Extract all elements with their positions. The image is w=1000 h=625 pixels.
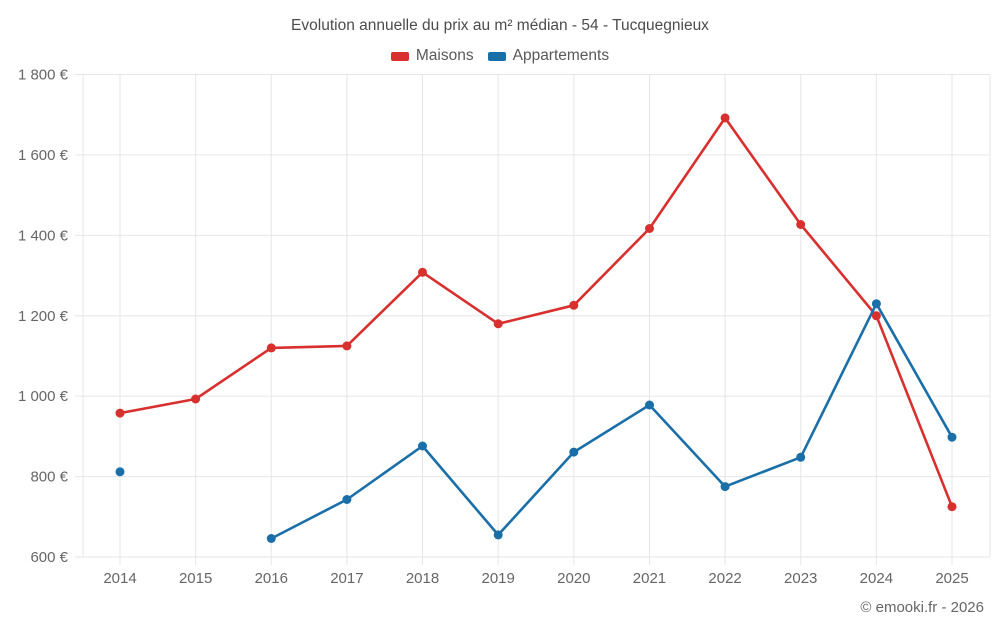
y-axis-tick-label: 1 000 € bbox=[18, 388, 69, 405]
chart-legend: Maisons Appartements bbox=[0, 47, 1000, 65]
legend-label-maisons: Maisons bbox=[415, 47, 474, 64]
appartements-data-point[interactable] bbox=[871, 299, 881, 309]
y-axis-tick-label: 1 400 € bbox=[18, 227, 69, 244]
y-axis-tick-label: 1 600 € bbox=[18, 147, 69, 164]
maisons-data-point[interactable] bbox=[191, 394, 201, 404]
legend-item-maisons[interactable]: Maisons bbox=[390, 47, 474, 65]
y-axis-tick-label: 1 800 € bbox=[18, 67, 69, 84]
appartements-data-point[interactable] bbox=[796, 452, 806, 462]
maisons-data-point[interactable] bbox=[947, 502, 957, 512]
y-axis-tick-label: 600 € bbox=[30, 549, 68, 566]
maisons-data-point[interactable] bbox=[418, 267, 427, 277]
x-axis-tick-label: 2016 bbox=[255, 570, 288, 587]
maisons-series-swatch bbox=[390, 51, 409, 61]
maisons-data-point[interactable] bbox=[493, 319, 503, 329]
x-axis-tick-label: 2014 bbox=[103, 570, 136, 587]
appartements-series-line bbox=[269, 302, 954, 540]
x-axis-tick-label: 2015 bbox=[179, 570, 212, 587]
y-axis-tick-label: 800 € bbox=[30, 469, 68, 486]
attribution-footer: © emooki.fr - 2026 bbox=[860, 599, 984, 616]
appartements-data-point[interactable] bbox=[418, 441, 427, 451]
maisons-data-point[interactable] bbox=[871, 311, 881, 321]
legend-label-appartements: Appartements bbox=[512, 47, 610, 64]
maisons-data-point[interactable] bbox=[720, 113, 730, 123]
maisons-data-point[interactable] bbox=[796, 220, 806, 229]
x-axis-tick-label: 2023 bbox=[784, 570, 817, 587]
appartements-data-point[interactable] bbox=[569, 447, 579, 457]
maisons-data-point[interactable] bbox=[645, 224, 654, 233]
appartements-data-point[interactable] bbox=[115, 467, 125, 477]
x-axis-tick-label: 2018 bbox=[406, 570, 439, 587]
y-axis-tick-label: 1 200 € bbox=[18, 308, 69, 325]
appartements-data-point[interactable] bbox=[342, 495, 352, 504]
x-axis-tick-label: 2024 bbox=[860, 570, 893, 587]
legend-item-appartements[interactable]: Appartements bbox=[487, 47, 610, 65]
maisons-data-point[interactable] bbox=[342, 341, 352, 351]
appartements-series-swatch bbox=[487, 51, 506, 61]
x-axis-tick-label: 2022 bbox=[708, 570, 741, 587]
x-axis-tick-label: 2020 bbox=[557, 570, 590, 587]
appartements-data-point[interactable] bbox=[266, 534, 276, 543]
appartements-data-point[interactable] bbox=[645, 400, 654, 410]
appartements-data-point[interactable] bbox=[493, 530, 503, 540]
x-axis-tick-label: 2025 bbox=[935, 570, 968, 587]
maisons-data-point[interactable] bbox=[569, 300, 579, 310]
maisons-series-line bbox=[118, 116, 954, 509]
x-axis-tick-label: 2019 bbox=[481, 570, 514, 587]
appartements-data-point[interactable] bbox=[947, 432, 957, 442]
x-axis-tick-label: 2017 bbox=[330, 570, 363, 587]
maisons-data-point[interactable] bbox=[266, 343, 276, 353]
chart-title: Evolution annuelle du prix au m² médian … bbox=[291, 17, 709, 34]
maisons-data-point[interactable] bbox=[115, 408, 125, 418]
x-axis-tick-label: 2021 bbox=[633, 570, 666, 587]
appartements-data-point[interactable] bbox=[720, 482, 730, 492]
